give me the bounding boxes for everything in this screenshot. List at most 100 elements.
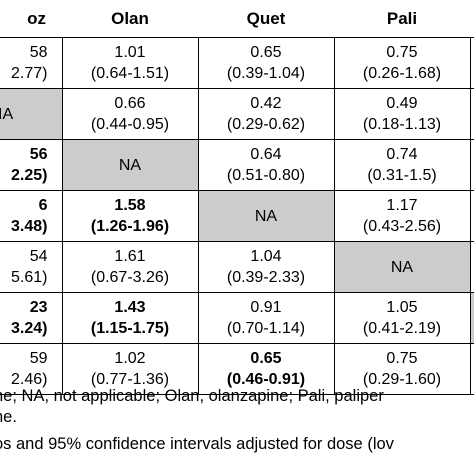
table-cell: 1.61 (0.67-3.26) bbox=[61, 241, 199, 293]
edge-cell bbox=[469, 139, 474, 191]
not-applicable-label: NA bbox=[390, 258, 414, 276]
estimate-value: 0.91 bbox=[250, 299, 282, 316]
table-cell: 1.17 (0.43-2.56) bbox=[333, 190, 471, 242]
table-row: 59 2.46) 1.02 (0.77-1.36) 0.65 (0.46-0.91) 0.7… bbox=[0, 343, 474, 395]
header-cell-quet: Quet bbox=[198, 0, 334, 38]
not-applicable-label: NA bbox=[118, 156, 142, 174]
table-cell: 1.01 (0.64-1.51) bbox=[61, 37, 199, 89]
edge-cell bbox=[469, 292, 474, 344]
footnote-line-2: ne. bbox=[0, 408, 17, 426]
confidence-interval: (0.39-1.04) bbox=[226, 65, 306, 82]
confidence-interval: (0.70-1.14) bbox=[226, 320, 306, 337]
estimate-value: 0.75 bbox=[386, 44, 418, 61]
table-cell: 54 5.61) bbox=[0, 241, 63, 293]
confidence-interval: 2.46) bbox=[11, 371, 48, 388]
estimate-value: 0.75 bbox=[386, 350, 418, 367]
estimate-value: 0.42 bbox=[250, 95, 282, 112]
estimate-value: 0.64 bbox=[250, 146, 282, 163]
not-applicable-cell: NA bbox=[333, 241, 471, 293]
confidence-interval: (0.26-1.68) bbox=[362, 65, 442, 82]
table-row: 23 3.24) 1.43 (1.15-1.75) 0.91 (0.70-1.14) 1.0… bbox=[0, 292, 474, 344]
table-row: IA 0.66 (0.44-0.95) 0.42 (0.29-0.62) 0.49 (0.1… bbox=[0, 88, 474, 140]
confidence-interval: (0.64-1.51) bbox=[90, 65, 170, 82]
confidence-interval: (0.31-1.5) bbox=[367, 167, 437, 184]
table-cell: 0.75 (0.29-1.60) bbox=[333, 343, 471, 395]
confidence-interval: (0.51-0.80) bbox=[226, 167, 306, 184]
table-cell: 0.75 (0.26-1.68) bbox=[333, 37, 471, 89]
edge-cell bbox=[469, 37, 474, 89]
table-cell: 0.49 (0.18-1.13) bbox=[333, 88, 471, 140]
confidence-interval: (1.15-1.75) bbox=[90, 320, 170, 337]
estimate-value: 59 bbox=[29, 350, 48, 367]
header-row: oz Olan Quet Pali bbox=[0, 0, 474, 38]
table-cell: 0.74 (0.31-1.5) bbox=[333, 139, 471, 191]
confidence-interval: (0.41-2.19) bbox=[362, 320, 442, 337]
table-row: 6 3.48) 1.58 (1.26-1.96) NA 1.17 (0.43-2.56) bbox=[0, 190, 474, 242]
estimate-value: 58 bbox=[29, 44, 48, 61]
table-cell: 1.02 (0.77-1.36) bbox=[61, 343, 199, 395]
table-cell: 0.66 (0.44-0.95) bbox=[61, 88, 199, 140]
not-applicable-cell: IA bbox=[0, 88, 63, 140]
table-cell: 1.58 (1.26-1.96) bbox=[61, 190, 199, 242]
header-cell-pali: Pali bbox=[334, 0, 470, 38]
estimate-value: 1.04 bbox=[250, 248, 282, 265]
confidence-interval: (0.46-0.91) bbox=[226, 371, 306, 388]
confidence-interval: 2.25) bbox=[11, 167, 48, 184]
edge-cell bbox=[469, 190, 474, 242]
estimate-value: 1.17 bbox=[386, 197, 418, 214]
not-applicable-cell: NA bbox=[197, 190, 335, 242]
estimate-value: 0.74 bbox=[386, 146, 418, 163]
confidence-interval: (0.44-0.95) bbox=[90, 116, 170, 133]
table-cell: 0.42 (0.29-0.62) bbox=[197, 88, 335, 140]
estimate-value: 0.65 bbox=[250, 350, 282, 367]
confidence-interval: (0.39-2.33) bbox=[226, 269, 306, 286]
table-row: 54 5.61) 1.61 (0.67-3.26) 1.04 (0.39-2.33) NA bbox=[0, 241, 474, 293]
estimate-value: 1.05 bbox=[386, 299, 418, 316]
confidence-interval: 2.77) bbox=[11, 65, 48, 82]
table-cell: 6 3.48) bbox=[0, 190, 63, 242]
confidence-interval: 5.61) bbox=[11, 269, 48, 286]
header-cell-olan: Olan bbox=[62, 0, 198, 38]
confidence-interval: (0.29-1.60) bbox=[362, 371, 442, 388]
estimate-value: 0.49 bbox=[386, 95, 418, 112]
estimate-value: 1.61 bbox=[114, 248, 146, 265]
table-cell: 1.05 (0.41-2.19) bbox=[333, 292, 471, 344]
confidence-interval: (0.67-3.26) bbox=[90, 269, 170, 286]
confidence-interval: 3.48) bbox=[11, 218, 48, 235]
confidence-interval: (0.43-2.56) bbox=[362, 218, 442, 235]
comparison-table: oz Olan Quet Pali 58 2.77) 1.01 (0.64-1.51)… bbox=[0, 0, 474, 395]
table-cell: 0.91 (0.70-1.14) bbox=[197, 292, 335, 344]
estimate-value: 1.43 bbox=[114, 299, 146, 316]
table-cell: 0.64 (0.51-0.80) bbox=[197, 139, 335, 191]
footnote-line-3: os and 95% confidence intervals adjusted… bbox=[0, 435, 394, 453]
estimate-value: 54 bbox=[29, 248, 48, 265]
confidence-interval: (0.29-0.62) bbox=[226, 116, 306, 133]
not-applicable-label: IA bbox=[0, 105, 14, 123]
table-cell: 0.65 (0.46-0.91) bbox=[197, 343, 335, 395]
table-cell: 59 2.46) bbox=[0, 343, 63, 395]
confidence-interval: (0.77-1.36) bbox=[90, 371, 170, 388]
confidence-interval: (0.18-1.13) bbox=[362, 116, 442, 133]
table-cell: 1.04 (0.39-2.33) bbox=[197, 241, 335, 293]
edge-cell bbox=[469, 343, 474, 395]
estimate-value: 6 bbox=[38, 197, 48, 214]
estimate-value: 0.66 bbox=[114, 95, 146, 112]
estimate-value: 0.65 bbox=[250, 44, 282, 61]
edge-cell bbox=[469, 88, 474, 140]
footnote-line-1: ne; NA, not applicable; Olan, olanzapine… bbox=[0, 387, 384, 405]
estimate-value: 1.58 bbox=[114, 197, 146, 214]
estimate-value: 23 bbox=[29, 299, 48, 316]
table-body: 58 2.77) 1.01 (0.64-1.51) 0.65 (0.39-1.04) 0.7… bbox=[0, 37, 474, 395]
confidence-interval: (1.26-1.96) bbox=[90, 218, 170, 235]
confidence-interval: 3.24) bbox=[11, 320, 48, 337]
header-cell-oz: oz bbox=[0, 0, 62, 38]
not-applicable-label: NA bbox=[254, 207, 278, 225]
table-row: 56 2.25) NA 0.64 (0.51-0.80) 0.74 (0.31-1.5) bbox=[0, 139, 474, 191]
table-cell: 0.65 (0.39-1.04) bbox=[197, 37, 335, 89]
table-row: 58 2.77) 1.01 (0.64-1.51) 0.65 (0.39-1.04) 0.7… bbox=[0, 37, 474, 89]
table-cell: 56 2.25) bbox=[0, 139, 63, 191]
estimate-value: 56 bbox=[29, 146, 48, 163]
estimate-value: 1.02 bbox=[114, 350, 146, 367]
estimate-value: 1.01 bbox=[114, 44, 146, 61]
